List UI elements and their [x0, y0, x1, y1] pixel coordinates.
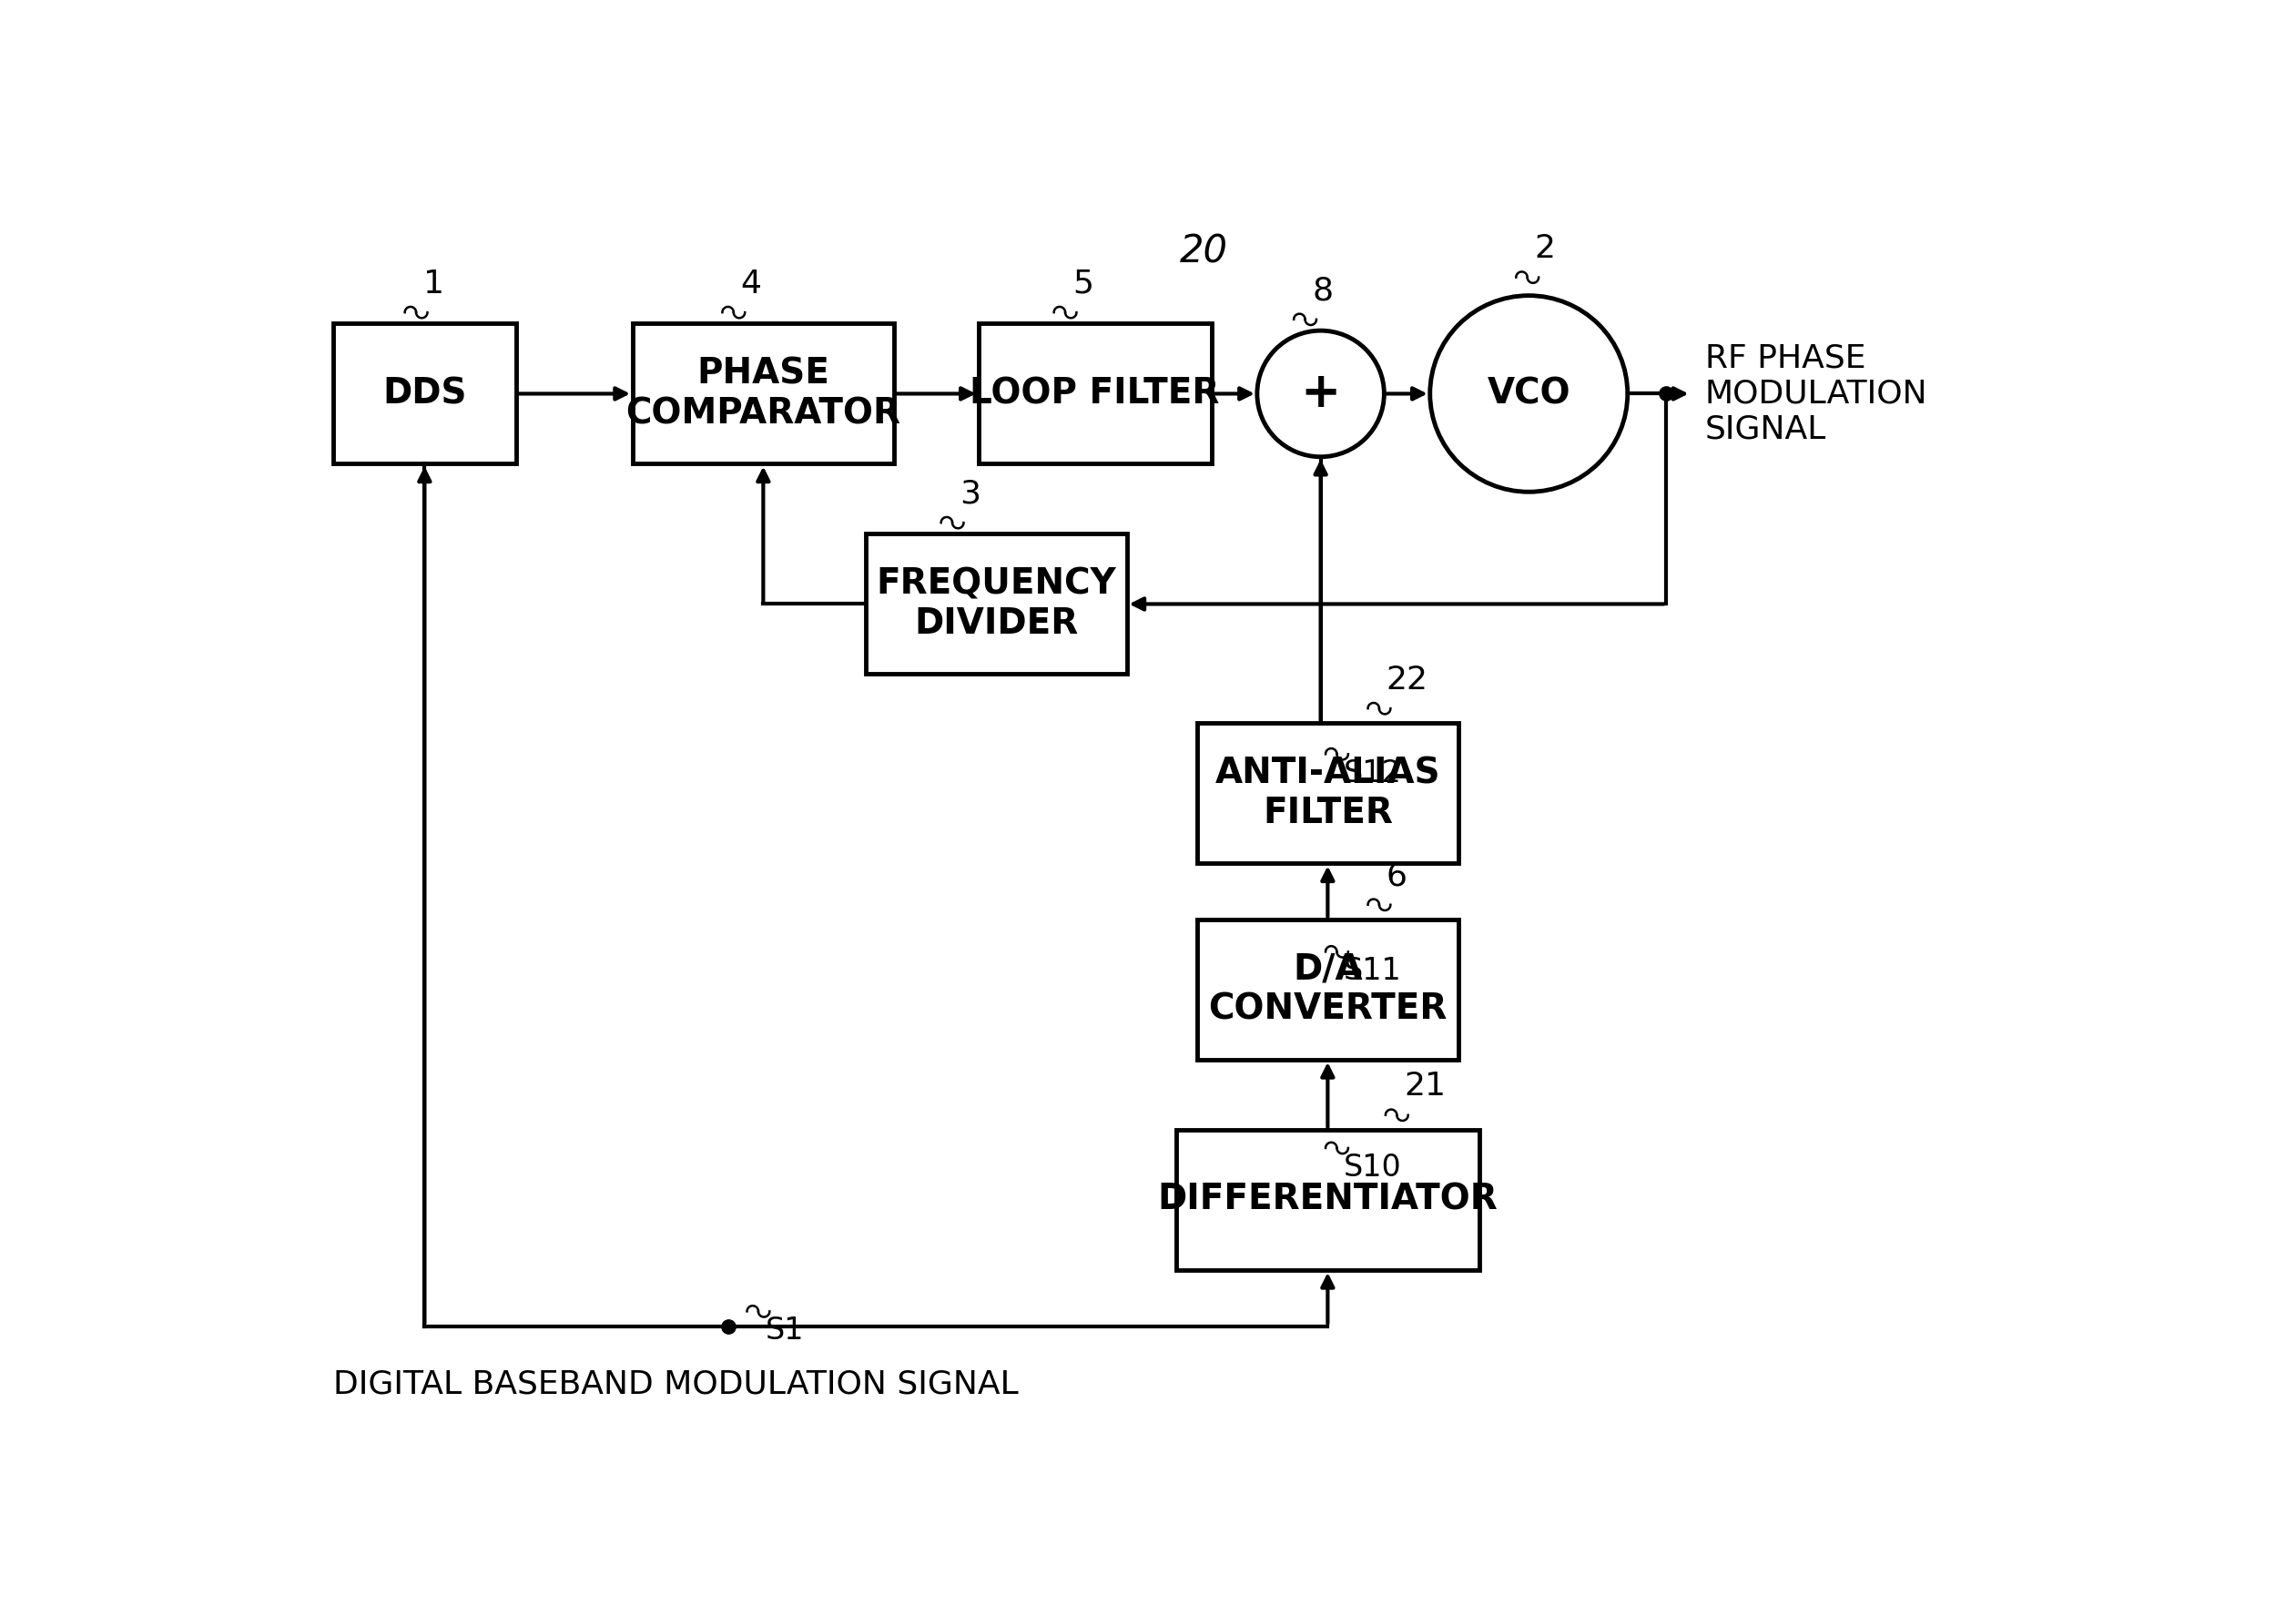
Bar — [634, 323, 893, 464]
Text: 5: 5 — [1072, 268, 1093, 299]
Circle shape — [1258, 331, 1384, 457]
Text: S10: S10 — [1343, 1152, 1403, 1183]
Text: DIFFERENTIATOR: DIFFERENTIATOR — [1157, 1183, 1497, 1217]
Text: 2: 2 — [1534, 233, 1554, 263]
Text: 21: 21 — [1403, 1071, 1446, 1102]
Bar — [866, 533, 1127, 674]
Text: 6: 6 — [1387, 860, 1407, 892]
Text: 1: 1 — [422, 268, 443, 299]
Bar — [333, 323, 517, 464]
Circle shape — [1430, 296, 1628, 491]
Text: 3: 3 — [960, 478, 980, 509]
Text: 4: 4 — [742, 268, 762, 299]
Text: LOOP FILTER: LOOP FILTER — [969, 377, 1219, 410]
Text: ANTI-ALIAS
FILTER: ANTI-ALIAS FILTER — [1215, 756, 1440, 831]
Text: D/A
CONVERTER: D/A CONVERTER — [1208, 952, 1446, 1026]
Text: DIGITAL BASEBAND MODULATION SIGNAL: DIGITAL BASEBAND MODULATION SIGNAL — [333, 1369, 1017, 1399]
Bar — [1196, 920, 1458, 1060]
Bar — [1176, 1130, 1479, 1270]
Text: FREQUENCY
DIVIDER: FREQUENCY DIVIDER — [877, 567, 1116, 642]
Text: PHASE
COMPARATOR: PHASE COMPARATOR — [627, 357, 900, 431]
Text: VCO: VCO — [1488, 377, 1570, 410]
Text: DDS: DDS — [383, 377, 466, 410]
Bar — [1196, 724, 1458, 863]
Text: 20: 20 — [1180, 233, 1228, 271]
Text: 8: 8 — [1313, 275, 1334, 305]
Text: +: + — [1300, 370, 1341, 417]
Text: S11: S11 — [1343, 957, 1403, 986]
Bar — [978, 323, 1212, 464]
Text: RF PHASE
MODULATION
SIGNAL: RF PHASE MODULATION SIGNAL — [1706, 343, 1929, 444]
Text: 22: 22 — [1387, 664, 1428, 695]
Text: S12: S12 — [1343, 758, 1403, 789]
Text: S1: S1 — [765, 1315, 804, 1346]
